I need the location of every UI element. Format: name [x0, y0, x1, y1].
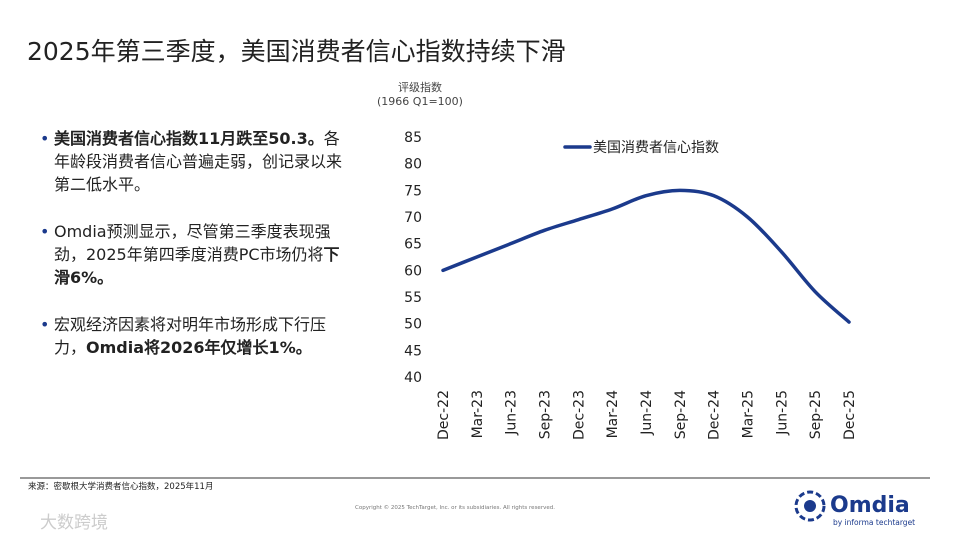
- x-tick-label: Jun-25: [774, 390, 790, 436]
- y-axis-label: (1966 Q1=100): [377, 95, 463, 108]
- x-tick-label: Sep-24: [673, 390, 689, 439]
- y-tick-label: 85: [404, 130, 422, 146]
- bullet: 美国消费者信心指数11月跌至50.3。各年龄段消费者信心普遍走弱，创记录以来第二…: [40, 127, 344, 196]
- text: Omdia预测显示，尽管第三季度表现强劲，2025年第四季度消费PC市场仍将: [54, 222, 331, 264]
- x-tick-label: Dec-23: [571, 390, 587, 440]
- x-tick-label: Mar-24: [605, 390, 621, 438]
- bullet-list: 美国消费者信心指数11月跌至50.3。各年龄段消费者信心普遍走弱，创记录以来第二…: [38, 127, 344, 383]
- bold-text: 下滑6%。: [54, 245, 340, 287]
- logo-name: Omdia: [830, 493, 910, 518]
- watermark: 大数跨境: [40, 513, 108, 533]
- logo-icon: [794, 490, 826, 522]
- x-tick-label: Dec-22: [436, 390, 452, 440]
- logo-icon-core: [804, 500, 816, 512]
- bold-text: Omdia将2026年仅增长1%。: [86, 338, 312, 357]
- x-tick-label: Mar-25: [741, 390, 757, 438]
- y-tick-label: 55: [404, 290, 422, 306]
- bullet: 宏观经济因素将对明年市场形成下行压力，Omdia将2026年仅增长1%。: [40, 313, 344, 359]
- source: 来源：密歇根大学消费者信心指数，2025年11月: [28, 481, 213, 492]
- x-tick-label: Dec-25: [842, 390, 858, 440]
- y-tick-label: 70: [404, 210, 422, 226]
- legend-label: 美国消费者信心指数: [593, 140, 719, 156]
- bold-text: 美国消费者信心指数11月跌至50.3。: [54, 129, 324, 148]
- y-tick-label: 50: [404, 317, 422, 333]
- y-tick-label: 80: [404, 157, 422, 173]
- y-tick-label: 75: [404, 183, 422, 199]
- x-tick-label: Mar-23: [470, 390, 486, 438]
- y-tick-label: 45: [404, 343, 422, 359]
- x-tick-label: Jun-24: [639, 390, 655, 436]
- x-tick-label: Sep-25: [808, 390, 824, 439]
- copyright: Copyright © 2025 TechTarget, Inc. or its…: [355, 504, 555, 511]
- text: 宏观经济因素将对明年市场形成下行压力，: [54, 315, 327, 357]
- text: 各年龄段消费者信心普遍走弱，创记录以来第二低水平。: [54, 129, 343, 194]
- line: [441, 188, 851, 324]
- x-tick-label: Jun-23: [504, 390, 520, 436]
- slide-title: 2025年第三季度，美国消费者信心指数持续下滑: [27, 37, 566, 66]
- x-tick-label: Sep-23: [538, 390, 554, 439]
- y-tick-label: 60: [404, 263, 422, 279]
- x-tick-label: Dec-24: [707, 390, 723, 440]
- y-axis-label: 评级指数: [398, 80, 442, 94]
- y-tick-label: 65: [404, 237, 422, 253]
- y-tick-label: 40: [404, 370, 422, 386]
- logo-tagline: by informa techtarget: [833, 518, 915, 527]
- bullet: Omdia预测显示，尽管第三季度表现强劲，2025年第四季度消费PC市场仍将下滑…: [40, 220, 344, 289]
